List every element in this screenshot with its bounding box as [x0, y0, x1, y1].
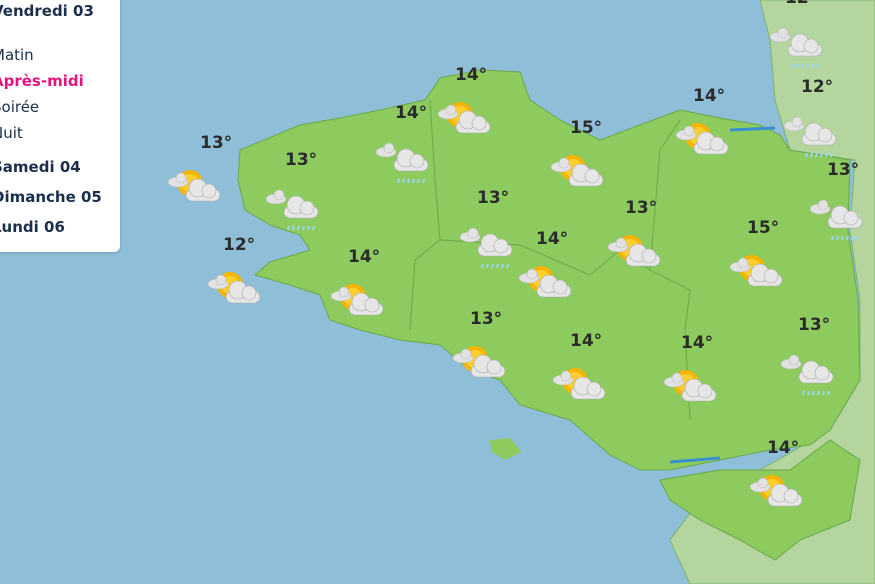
time-slot-0[interactable]: Matin	[0, 46, 34, 64]
cloud-rain-icon	[783, 116, 837, 158]
sun-cloud-icon	[437, 102, 491, 134]
sun-cloud-icon	[550, 155, 604, 187]
temperature-label: 14°	[570, 331, 603, 351]
sun-cloud-icon	[607, 235, 661, 267]
sun-cloud-icon	[207, 272, 261, 304]
weather-marker[interactable]	[430, 85, 500, 155]
cloud-icon	[783, 116, 837, 146]
island	[490, 438, 522, 460]
sun-cloud-icon	[452, 346, 506, 378]
weather-marker[interactable]	[545, 351, 615, 421]
temperature-label: 13°	[470, 309, 503, 329]
cloud-icon	[459, 227, 513, 257]
rain-icon	[791, 63, 819, 69]
temperature-label: 14°	[693, 86, 726, 106]
temperature-label: 13°	[827, 160, 860, 180]
temperature-label: 14°	[395, 103, 428, 123]
cloud-icon	[375, 142, 429, 172]
weather-marker[interactable]	[776, 97, 846, 167]
weather-marker[interactable]	[258, 170, 328, 240]
cloud-icon	[550, 157, 604, 187]
temperature-label: 13°	[200, 133, 233, 153]
temperature-label: 15°	[747, 218, 780, 238]
cloud-rain-icon	[780, 354, 834, 396]
weather-marker[interactable]	[722, 238, 792, 308]
sun-cloud-icon	[675, 123, 729, 155]
weather-marker[interactable]	[452, 208, 522, 278]
temperature-label: 14°	[455, 65, 488, 85]
weather-marker[interactable]	[445, 329, 515, 399]
temperature-label: 14°	[681, 333, 714, 353]
day-3[interactable]: Lundi 06	[0, 218, 65, 236]
temperature-label: 12°	[223, 235, 256, 255]
sun-cloud-icon	[167, 170, 221, 202]
cloud-icon	[518, 268, 572, 298]
cloud-icon	[769, 27, 823, 57]
cloud-icon	[749, 477, 803, 507]
sun-cloud-icon	[729, 255, 783, 287]
sun-cloud-icon	[518, 266, 572, 298]
weather-marker[interactable]	[200, 255, 270, 325]
cloud-icon	[265, 189, 319, 219]
sun-cloud-icon	[663, 370, 717, 402]
cloud-icon	[663, 372, 717, 402]
sun-cloud-icon	[552, 368, 606, 400]
rain-icon	[397, 178, 425, 184]
forecast-time-panel: Vendredi 03 Matin Après-midi Soirée Nuit Same…	[0, 0, 120, 252]
time-slot-1[interactable]: Après-midi	[0, 72, 84, 90]
weather-marker[interactable]	[656, 353, 726, 423]
cloud-icon	[452, 348, 506, 378]
cloud-icon	[330, 286, 384, 316]
temperature-label: 12°	[785, 0, 817, 8]
temperature-label: 13°	[285, 150, 318, 170]
rain-icon	[831, 235, 859, 241]
temperature-label: 14°	[348, 247, 381, 267]
day-1[interactable]: Samedi 04	[0, 158, 81, 176]
weather-marker[interactable]	[600, 218, 670, 288]
weather-marker[interactable]	[742, 458, 812, 528]
temperature-label: 13°	[625, 198, 658, 218]
weather-marker[interactable]	[668, 106, 738, 176]
temperature-label: 14°	[767, 438, 800, 458]
cloud-rain-icon	[265, 189, 319, 231]
cloud-icon	[729, 257, 783, 287]
rain-icon	[802, 390, 830, 396]
cloud-rain-icon	[769, 27, 823, 69]
rain-icon	[287, 225, 315, 231]
temperature-label: 15°	[570, 118, 603, 138]
day-0[interactable]: Vendredi 03	[0, 2, 94, 20]
weather-marker[interactable]	[802, 180, 872, 250]
weather-marker[interactable]	[160, 153, 230, 223]
temperature-label: 13°	[798, 315, 831, 335]
rain-icon	[805, 152, 833, 158]
cloud-icon	[437, 104, 491, 134]
loire-land	[659, 439, 861, 561]
sun-cloud-icon	[749, 475, 803, 507]
weather-marker[interactable]	[368, 123, 438, 193]
cloud-icon	[207, 274, 261, 304]
cloud-rain-icon	[459, 227, 513, 269]
weather-marker[interactable]	[511, 249, 581, 319]
cloud-icon	[809, 199, 863, 229]
time-slot-3[interactable]: Nuit	[0, 124, 23, 142]
sun-cloud-icon	[330, 284, 384, 316]
cloud-icon	[780, 354, 834, 384]
weather-marker[interactable]	[543, 138, 613, 208]
day-2[interactable]: Dimanche 05	[0, 188, 102, 206]
cloud-icon	[607, 237, 661, 267]
cloud-icon	[167, 172, 221, 202]
cloud-icon	[675, 125, 729, 155]
temperature-label: 14°	[536, 229, 569, 249]
temperature-label: 12°	[801, 77, 834, 97]
river	[669, 126, 776, 464]
cloud-rain-icon	[375, 142, 429, 184]
temperature-label: 13°	[477, 188, 510, 208]
cloud-icon	[552, 370, 606, 400]
rain-icon	[481, 263, 509, 269]
weather-marker[interactable]	[323, 267, 393, 337]
time-slot-2[interactable]: Soirée	[0, 98, 40, 116]
cloud-rain-icon	[809, 199, 863, 241]
weather-marker[interactable]	[773, 335, 843, 405]
weather-marker[interactable]	[762, 8, 832, 78]
